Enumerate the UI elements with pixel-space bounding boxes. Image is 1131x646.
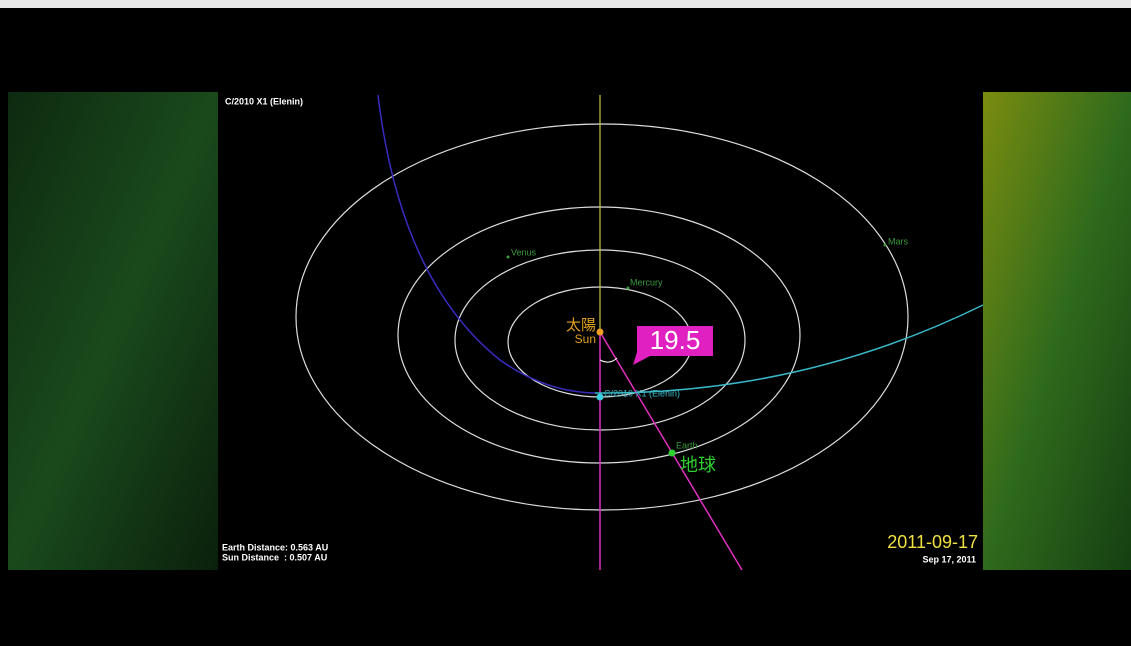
top-strip — [0, 0, 1131, 8]
earth-distance: Earth Distance: 0.563 AU — [222, 542, 328, 552]
earth-label: Earth — [676, 440, 698, 450]
earth — [669, 450, 676, 457]
comet — [597, 394, 604, 401]
title: C/2010 X1 (Elenin) — [225, 96, 303, 106]
date-long: Sep 17, 2011 — [922, 554, 976, 564]
mercury-label: Mercury — [630, 277, 663, 287]
venus — [507, 256, 510, 259]
mars — [884, 244, 887, 247]
sun-distance: Sun Distance : 0.507 AU — [222, 552, 327, 562]
comet-label: C/2010 X1 (Elenin) — [604, 388, 680, 398]
venus-label: Venus — [511, 247, 537, 257]
mars-label: Mars — [888, 236, 908, 246]
right-panel — [983, 92, 1131, 570]
date: 2011-09-17 — [887, 532, 978, 552]
screenshot: 19.5 C/2010 X1 (Elenin) Venus Mercury Ma… — [0, 0, 1131, 641]
left-panel — [8, 92, 218, 570]
sun-label: Sun — [575, 332, 596, 346]
earth-label-cjk: 地球 — [680, 455, 716, 475]
sun — [597, 329, 604, 336]
angle-value: 19.5 — [650, 325, 701, 355]
